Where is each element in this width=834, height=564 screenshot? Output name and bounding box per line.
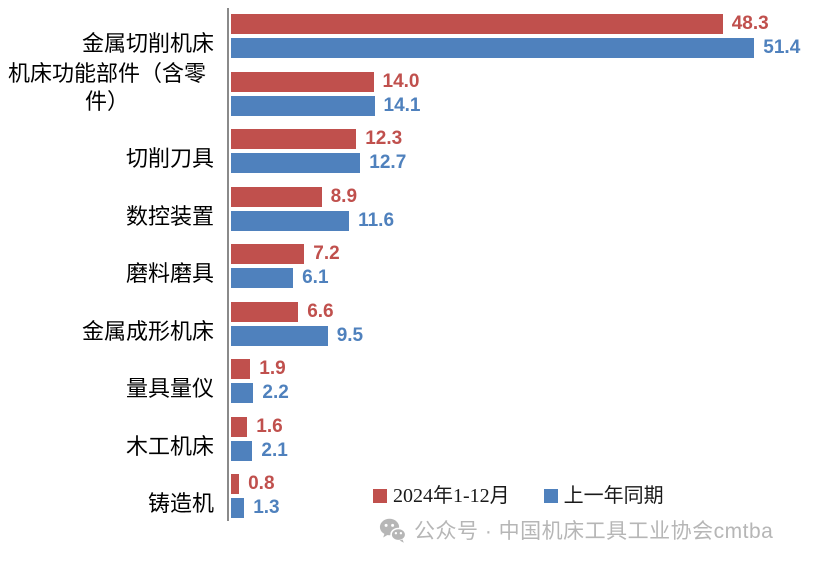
category-label: 数控装置 xyxy=(125,203,214,229)
bar-prev-year xyxy=(231,210,350,231)
bar-prev-year xyxy=(231,38,755,58)
category-label: 切削刀具 xyxy=(125,146,214,171)
legend-label-prev-year: 上一年同期 xyxy=(563,485,664,507)
value-label: 12.3 xyxy=(365,128,403,149)
value-label: 6.1 xyxy=(302,267,329,288)
legend-item-prev-year: 上一年同期 xyxy=(543,485,664,507)
value-label: 12.7 xyxy=(369,152,407,173)
category-label: 金属成形机床 xyxy=(81,318,214,344)
bar-current-period xyxy=(231,14,723,34)
legend-item-2024: 2024年1-12月 xyxy=(373,486,510,506)
value-label: 48.3 xyxy=(731,13,769,34)
bar-prev-year xyxy=(231,153,361,173)
value-label: 1.9 xyxy=(259,358,286,379)
bar-prev-year xyxy=(231,383,254,403)
bar-prev-year xyxy=(231,498,245,518)
value-label: 14.0 xyxy=(382,70,420,92)
category-label: 量具量仪 xyxy=(125,376,214,401)
bar-current-period xyxy=(231,301,299,322)
bar-current-period xyxy=(231,244,305,264)
category-label: 铸造机 xyxy=(147,491,214,516)
category-label: 机床功能部件（含零件） xyxy=(7,60,206,114)
watermark-text: 公众号 · 中国机床工具工业协会cmtba xyxy=(414,520,774,543)
wechat-icon xyxy=(379,518,406,543)
bar-current-period xyxy=(231,71,374,92)
legend-label-2024: 2024年1-12月 xyxy=(393,485,510,507)
bar-current-period xyxy=(231,359,251,379)
bar-prev-year xyxy=(231,268,294,288)
value-label: 0.8 xyxy=(248,473,275,494)
value-label: 14.1 xyxy=(383,94,421,116)
bar-current-period xyxy=(231,186,322,207)
bar-prev-year xyxy=(231,440,253,461)
value-label: 1.3 xyxy=(253,497,280,518)
value-label: 8.9 xyxy=(330,185,358,207)
value-label: 2.1 xyxy=(261,439,288,461)
bar-current-period xyxy=(231,416,248,437)
value-label: 1.6 xyxy=(256,415,283,437)
legend-swatch-blue xyxy=(543,489,558,503)
legend-swatch-red xyxy=(373,489,387,503)
value-label: 11.6 xyxy=(358,209,395,231)
value-label: 9.5 xyxy=(336,324,364,346)
bar-current-period xyxy=(231,474,240,494)
bar-current-period xyxy=(231,129,357,149)
bar-prev-year xyxy=(231,325,328,346)
value-label: 2.2 xyxy=(262,382,289,403)
value-label: 6.6 xyxy=(307,300,334,322)
watermark: 公众号 · 中国机床工具工业协会cmtba xyxy=(379,515,773,545)
value-label: 7.2 xyxy=(313,243,340,264)
category-label: 金属切削机床 xyxy=(81,31,214,56)
bar-prev-year xyxy=(231,95,375,116)
category-label: 木工机床 xyxy=(125,433,214,459)
value-label: 51.4 xyxy=(763,37,801,58)
chart-legend: 2024年1-12月 上一年同期 xyxy=(373,486,664,506)
category-axis-line xyxy=(227,8,229,521)
category-label: 磨料磨具 xyxy=(125,261,214,286)
